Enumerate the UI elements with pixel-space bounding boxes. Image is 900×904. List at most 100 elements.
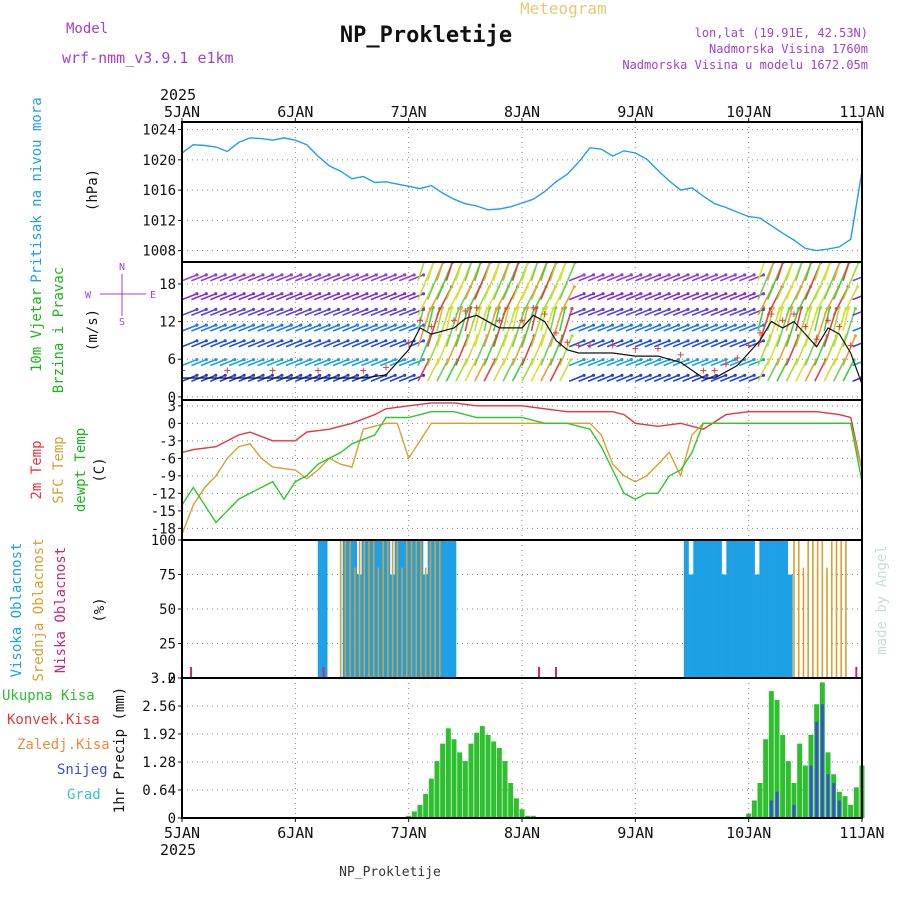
wind-arrow-head: [761, 292, 766, 296]
wind-arrow-head: [365, 373, 369, 377]
wind-arrow-head: [695, 358, 700, 362]
wind-arrow-head: [591, 307, 596, 311]
footer-station: NP_Prokletije: [339, 865, 441, 880]
wind-arrow: [814, 307, 822, 332]
precip-label: 1hr Precip (mm): [112, 687, 128, 813]
wind-arrow: [635, 358, 651, 367]
wind-arrow-head: [620, 307, 624, 311]
wind-arrow: [578, 308, 594, 317]
wind-arrow: [814, 359, 827, 382]
wind-arrow: [540, 335, 554, 366]
wind-arrow: [578, 374, 594, 382]
wind-arrow: [738, 308, 755, 317]
wind-arrow: [748, 292, 764, 301]
wind-arrow: [361, 308, 377, 317]
wind-arrow: [304, 308, 320, 317]
wind-arrow: [276, 358, 292, 367]
wind-arrow-head: [318, 292, 322, 296]
wind-arrow: [502, 307, 510, 332]
wind-arrow: [710, 292, 727, 301]
wind-arrow-head: [601, 273, 605, 277]
wind-arrow: [663, 374, 679, 382]
wind-arrow-head: [610, 323, 615, 327]
wind-arrow: [578, 292, 594, 301]
wind-arrow-head: [233, 358, 237, 362]
wind-arrow: [200, 274, 217, 282]
wind-arrow-head: [802, 256, 805, 259]
wind-arrow-head: [403, 323, 407, 327]
precip-bar-total: [785, 761, 791, 818]
y-tick-label: 50: [159, 602, 176, 618]
wind-arrow: [653, 308, 670, 317]
wind-arrow-head: [849, 256, 852, 259]
wind-arrow: [445, 262, 454, 282]
wind-arrow-head: [518, 256, 521, 259]
wind-arrow: [313, 274, 330, 282]
wind-arrow-head: [752, 373, 756, 377]
precip-bar-total: [496, 748, 502, 818]
wind-arrow: [559, 335, 573, 366]
wind-arrow: [408, 324, 424, 332]
wind-arrow: [276, 308, 292, 317]
cloud-bar-mid: [830, 540, 833, 678]
y-tick-label: 2.56: [142, 699, 176, 715]
wind-arrow: [691, 340, 708, 348]
wind-arrow: [304, 340, 320, 348]
wind-arrow-head: [853, 334, 857, 338]
wind-arrow: [304, 324, 320, 332]
wind-arrow: [389, 292, 405, 301]
wind-arrow-head: [214, 323, 218, 327]
wind-arrow-head: [582, 307, 586, 311]
compass-w: W: [85, 290, 92, 301]
cloud-bar-mid: [807, 540, 809, 678]
wind-arrow: [682, 374, 698, 382]
wind-arrow-head: [752, 292, 756, 296]
wind-arrow-head: [308, 273, 312, 277]
wind-arrow: [587, 358, 604, 367]
cloud-bar-high: [441, 540, 447, 678]
cloud-bar-high: [317, 540, 323, 678]
wind-arrow-head: [686, 307, 690, 311]
wind-arrow-head: [761, 339, 766, 343]
wind-arrow-head: [537, 256, 540, 259]
wind-arrow-head: [629, 273, 633, 277]
wind-arrow: [540, 359, 553, 382]
wind-arrow: [653, 358, 670, 367]
wind-arrow: [701, 324, 717, 332]
wind-arrow: [785, 262, 794, 282]
wind-arrow: [191, 274, 207, 282]
wind-arrow-head: [547, 256, 550, 259]
wind-arrow: [436, 359, 449, 382]
wind-arrow-head: [403, 307, 407, 311]
wind-arrow-head: [204, 307, 208, 311]
wind-arrow-head: [610, 273, 615, 277]
wind-arrow: [295, 274, 311, 282]
bottom-day-label: 10JAN: [726, 824, 771, 842]
y-tick-label: 0: [168, 671, 176, 687]
cloud-bar-low: [855, 666, 858, 678]
wind-arrow-head: [773, 256, 776, 259]
wind-arrow-head: [743, 307, 747, 311]
y-tick-label: -12: [151, 486, 176, 502]
wind-arrow-head: [582, 339, 586, 343]
wind-arrow-head: [743, 292, 747, 296]
wind-arrow: [795, 262, 803, 282]
wind-arrow-head: [251, 273, 256, 277]
wind-arrow-head: [610, 307, 615, 311]
wind-arrow: [285, 340, 302, 348]
top-day-label: 7JAN: [391, 103, 427, 121]
wind-arrow: [738, 358, 755, 367]
wind-arrow: [342, 274, 358, 282]
wind-arrow-head: [875, 374, 878, 377]
wind-arrow: [597, 274, 613, 282]
app-title: Meteogram: [520, 0, 607, 18]
wind-arrow-head: [421, 307, 426, 311]
wind-arrow-head: [412, 323, 416, 327]
wind-arrow-head: [195, 339, 199, 343]
y-tick-label: 1012: [142, 213, 176, 229]
wind-arrow-head: [582, 323, 586, 327]
wind-arrow: [625, 324, 642, 332]
wind-arrow: [710, 340, 727, 348]
wind-arrow: [351, 358, 368, 367]
wind-arrow: [266, 274, 283, 282]
